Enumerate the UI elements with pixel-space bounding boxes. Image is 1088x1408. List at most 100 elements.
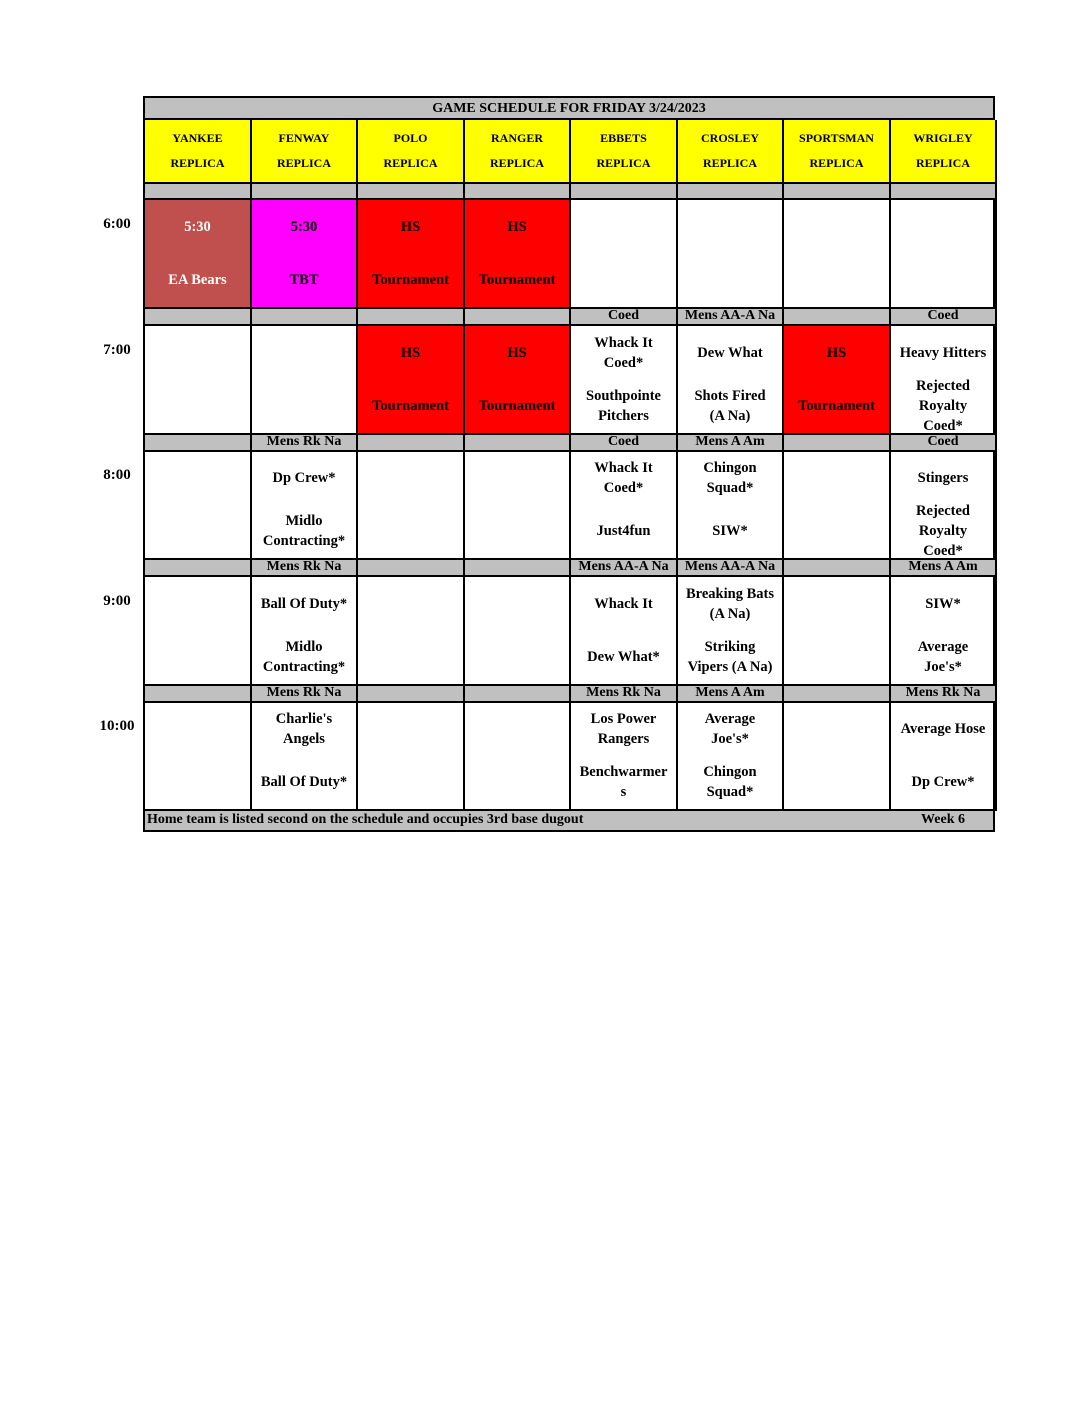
game-cell: Dp Crew* Midlo Contracting* bbox=[252, 451, 358, 560]
game-cell bbox=[891, 200, 997, 309]
team-top: Chingon Squad* bbox=[703, 459, 757, 496]
team-top: Charlie's Angels bbox=[275, 710, 333, 747]
team-bottom: Dp Crew* bbox=[911, 774, 975, 791]
game-cell: Los Power Rangers Benchwarmer s bbox=[571, 702, 678, 811]
team-top: Whack It Coed* bbox=[594, 334, 653, 371]
game-cell: Whack It Coed* Just4fun bbox=[571, 451, 678, 560]
team-top: 5:30 bbox=[184, 218, 211, 235]
game-cell bbox=[358, 451, 465, 560]
field-name: YANKEE bbox=[172, 131, 223, 145]
division-label bbox=[465, 309, 571, 326]
division-label: Coed bbox=[891, 309, 997, 326]
team-bottom: Midlo Contracting* bbox=[262, 639, 346, 676]
time-label: 9:00 bbox=[103, 593, 131, 609]
divider-cell bbox=[145, 184, 252, 200]
divider-cell bbox=[784, 184, 891, 200]
field-header-ranger: RANGER REPLICA bbox=[465, 120, 571, 184]
team-top: Dp Crew* bbox=[272, 469, 336, 486]
team-top: HS bbox=[826, 344, 847, 361]
game-cell bbox=[145, 451, 252, 560]
team-top: HS bbox=[400, 218, 421, 235]
division-label: Coed bbox=[571, 309, 678, 326]
field-header-sportsman: SPORTSMAN REPLICA bbox=[784, 120, 891, 184]
game-cell bbox=[678, 200, 784, 309]
game-cell: 5:30 TBT bbox=[252, 200, 358, 309]
divider-cell bbox=[571, 184, 678, 200]
division-label: Mens A Am bbox=[678, 686, 784, 703]
game-cell: Dew What Shots Fired (A Na) bbox=[678, 326, 784, 435]
field-subtitle: REPLICA bbox=[276, 156, 331, 170]
team-bottom: SIW* bbox=[712, 523, 748, 540]
field-name: SPORTSMAN bbox=[799, 131, 874, 145]
game-cell bbox=[145, 326, 252, 435]
field-name: RANGER bbox=[490, 131, 543, 145]
team-top: HS bbox=[507, 218, 527, 235]
divider-cell bbox=[465, 184, 571, 200]
team-bottom: TBT bbox=[289, 272, 319, 289]
time-label: 8:00 bbox=[103, 467, 131, 483]
field-subtitle: REPLICA bbox=[383, 156, 438, 170]
game-cell bbox=[145, 577, 252, 686]
team-bottom: Average Joe's* bbox=[917, 639, 969, 676]
team-bottom: EA Bears bbox=[168, 272, 227, 289]
team-top: Breaking Bats (A Na) bbox=[686, 585, 774, 622]
game-cell bbox=[145, 702, 252, 811]
game-cell bbox=[358, 577, 465, 686]
division-label: Mens Rk Na bbox=[252, 560, 358, 577]
field-header-wrigley: WRIGLEY REPLICA bbox=[891, 120, 997, 184]
game-cell bbox=[784, 577, 891, 686]
division-label bbox=[145, 309, 252, 326]
time-label: 6:00 bbox=[103, 216, 131, 232]
team-bottom: Tournament bbox=[798, 398, 875, 415]
time-label: 7:00 bbox=[103, 342, 131, 358]
division-label bbox=[784, 686, 891, 703]
team-bottom: Striking Vipers (A Na) bbox=[687, 639, 773, 676]
team-top: SIW* bbox=[925, 595, 961, 612]
game-cell bbox=[784, 451, 891, 560]
game-cell: Average Joe's* Chingon Squad* bbox=[678, 702, 784, 811]
division-label bbox=[358, 309, 465, 326]
team-top: Stingers bbox=[917, 469, 969, 486]
game-cell: Stingers Rejected Royalty Coed* bbox=[891, 451, 997, 560]
game-cell bbox=[784, 702, 891, 811]
game-cell: Whack It Coed* Southpointe Pitchers bbox=[571, 326, 678, 435]
team-bottom: Shots Fired (A Na) bbox=[694, 388, 766, 425]
team-bottom: Southpointe Pitchers bbox=[586, 388, 661, 425]
division-label: Mens AA-A Na bbox=[571, 560, 678, 577]
division-label bbox=[145, 686, 252, 703]
game-cell: SIW* Average Joe's* bbox=[891, 577, 997, 686]
division-label bbox=[784, 435, 891, 452]
game-cell: HS Tournament bbox=[358, 200, 465, 309]
game-cell bbox=[358, 702, 465, 811]
field-subtitle: REPLICA bbox=[489, 156, 544, 170]
game-cell: HS Tournament bbox=[465, 326, 571, 435]
game-cell: HS Tournament bbox=[784, 326, 891, 435]
team-bottom: Ball Of Duty* bbox=[260, 774, 348, 791]
game-cell bbox=[465, 577, 571, 686]
team-bottom: Tournament bbox=[478, 398, 556, 415]
footer-note: Home team is listed second on the schedu… bbox=[147, 812, 584, 827]
field-header-ebbets: EBBETS REPLICA bbox=[571, 120, 678, 184]
team-top: Whack It bbox=[594, 595, 653, 612]
division-label bbox=[784, 309, 891, 326]
game-cell: Whack It Dew What* bbox=[571, 577, 678, 686]
game-cell: Charlie's Angels Ball Of Duty* bbox=[252, 702, 358, 811]
team-top: Whack It Coed* bbox=[594, 459, 653, 496]
schedule-table: GAME SCHEDULE FOR FRIDAY 3/24/2023 Home … bbox=[143, 96, 997, 832]
game-cell: HS Tournament bbox=[358, 326, 465, 435]
divider-cell bbox=[891, 184, 997, 200]
division-label: Mens AA-A Na bbox=[678, 309, 784, 326]
team-bottom: Rejected Royalty Coed* bbox=[916, 503, 970, 560]
game-cell bbox=[571, 200, 678, 309]
division-label bbox=[465, 560, 571, 577]
division-label bbox=[358, 435, 465, 452]
division-label bbox=[784, 560, 891, 577]
field-name: CROSLEY bbox=[700, 131, 759, 145]
division-label: Mens AA-A Na bbox=[678, 560, 784, 577]
field-header-crosley: CROSLEY REPLICA bbox=[678, 120, 784, 184]
team-bottom: Just4fun bbox=[596, 523, 651, 540]
division-label bbox=[252, 309, 358, 326]
divider-cell bbox=[678, 184, 784, 200]
team-bottom: Tournament bbox=[372, 272, 449, 289]
